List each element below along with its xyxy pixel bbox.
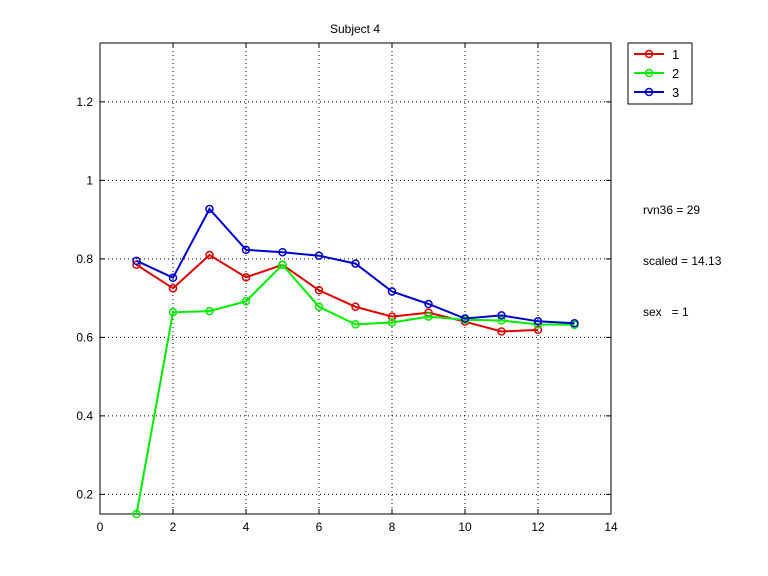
data-point [278,260,287,270]
x-tick-label: 2 [170,520,177,534]
data-point [205,306,214,316]
data-point [424,312,433,321]
data-point [533,325,543,335]
y-tick-label: 1 [86,173,93,187]
annotation-line: sex = 1 [643,305,689,319]
data-point [241,273,251,282]
x-tick-label: 12 [531,520,545,534]
data-point [351,320,360,329]
data-point [168,308,178,317]
annotation-line: scaled = 14.13 [643,254,722,268]
data-point [314,302,324,312]
data-point [205,250,214,260]
legend-label: 2 [672,66,679,81]
data-point [387,312,397,321]
data-point [132,509,141,519]
legend-marker [644,87,654,97]
data-point [314,286,324,295]
x-tick-label: 8 [389,520,396,534]
x-tick-label: 10 [458,520,472,534]
y-tick-label: 0.4 [76,409,93,423]
series-line-1 [135,253,539,333]
data-point [533,317,543,326]
series-group [132,204,579,519]
data-point [570,318,579,328]
x-tick-label: 14 [604,520,618,534]
legend-marker [644,49,654,59]
annotation-line: rvn36 = 29 [643,203,701,217]
data-point [497,327,506,336]
series-line-2 [135,263,575,515]
y-tick-label: 0.8 [76,252,93,266]
annotation-block: rvn36 = 29 scaled = 14.13 sex = 1 [643,168,721,338]
legend: 1 2 3 [627,42,693,105]
x-tick-label: 4 [243,520,250,534]
data-point [132,256,141,266]
data-point [497,316,506,325]
data-point [168,284,178,293]
y-tick-label: 0.6 [76,330,93,344]
data-point [387,287,397,296]
legend-label: 1 [672,47,679,62]
grid-lines [100,43,611,514]
data-point [278,247,287,257]
plot-area [99,42,612,515]
y-tick-label: 1.2 [76,95,93,109]
data-point [241,245,251,255]
legend-marker [644,68,654,78]
data-point [387,318,397,327]
data-point [351,259,360,268]
data-point [460,314,470,323]
data-point [497,311,506,320]
x-tick-label: 6 [316,520,323,534]
series-line-3 [136,207,575,325]
data-point [168,273,178,282]
data-point [241,297,251,306]
chart-title: Subject 4 [330,22,380,36]
data-point [424,299,433,309]
data-point [351,302,360,312]
axis-ticks: 0 2 4 6 8 10 12 14 0.2 0.4 0.6 0.8 1 1.2 [76,43,618,534]
data-point [205,204,214,214]
data-point [314,251,324,260]
x-tick-label: 0 [97,520,104,534]
y-tick-label: 0.2 [76,487,93,501]
legend-label: 3 [672,85,679,100]
